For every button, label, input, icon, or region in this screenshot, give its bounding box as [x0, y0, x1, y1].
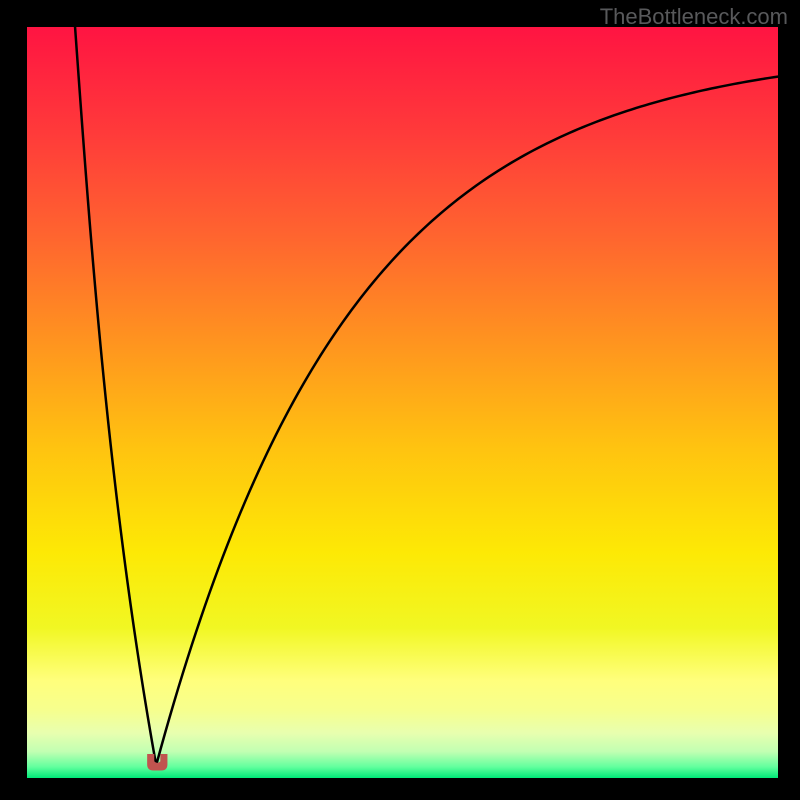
chart-container: TheBottleneck.com	[0, 0, 800, 800]
plot-area	[27, 27, 778, 778]
plot-svg	[27, 27, 778, 778]
watermark-text: TheBottleneck.com	[600, 4, 788, 30]
